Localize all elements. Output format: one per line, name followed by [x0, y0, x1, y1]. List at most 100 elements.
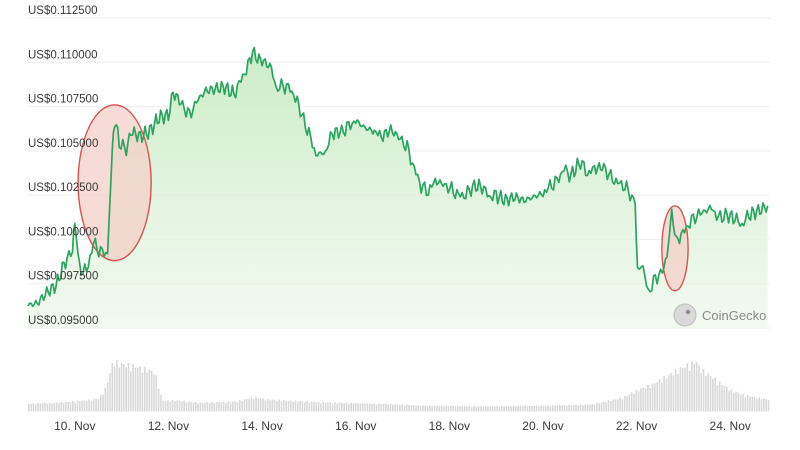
volume-bar	[570, 405, 573, 411]
volume-bar	[426, 406, 429, 411]
volume-bar	[320, 403, 322, 411]
volume-bar	[436, 405, 438, 411]
volume-bar	[106, 382, 109, 411]
volume-bar	[447, 406, 450, 411]
y-tick-label: US$0.102500	[28, 182, 98, 194]
volume-bar	[531, 405, 533, 411]
volume-bar	[285, 400, 287, 411]
volume-bar	[329, 402, 332, 411]
volume-bar	[633, 393, 635, 411]
volume-bar	[255, 397, 257, 411]
volume-bar	[672, 375, 675, 411]
volume-bar	[491, 406, 494, 411]
volume-bar	[30, 404, 32, 411]
volume-bar	[299, 401, 301, 411]
volume-bar	[626, 395, 628, 411]
volume-bar	[517, 405, 519, 411]
volume-bar	[489, 406, 492, 411]
volume-bar	[637, 391, 640, 411]
y-tick-label: US$0.097500	[28, 271, 98, 283]
x-tick-label: 14. Nov	[241, 419, 282, 433]
volume-bar	[269, 400, 271, 411]
volume-bar	[306, 400, 308, 411]
volume-bar	[239, 399, 241, 411]
volume-bar	[294, 400, 297, 411]
volume-bar	[477, 406, 480, 411]
volume-bar	[371, 403, 373, 411]
volume-bar	[756, 398, 758, 411]
volume-bar	[753, 396, 756, 411]
volume-bar	[375, 404, 378, 411]
volume-bar	[684, 367, 686, 411]
volume-bar	[178, 400, 181, 411]
volume-bar	[651, 383, 654, 411]
volume-bar	[308, 402, 311, 411]
volume-bar	[215, 401, 218, 411]
volume-bar	[686, 363, 689, 411]
volume-bar	[37, 403, 39, 411]
volume-bar	[74, 402, 76, 411]
y-tick-label: US$0.095000	[28, 315, 98, 327]
volume-bar	[354, 403, 357, 411]
volume-bar	[150, 370, 153, 411]
volume-bar	[705, 376, 707, 411]
volume-bar	[102, 394, 104, 411]
volume-bar	[760, 399, 763, 411]
volume-bar	[394, 404, 396, 411]
volume-bar	[229, 402, 232, 411]
volume-bar	[519, 405, 522, 411]
x-tick-label: 18. Nov	[429, 419, 470, 433]
volume-bar	[484, 406, 487, 411]
volume-bar	[728, 390, 730, 411]
volume-bar	[630, 392, 633, 411]
volume-bar	[201, 402, 204, 411]
volume-bar	[422, 405, 424, 411]
volume-bar	[185, 402, 188, 411]
volume-bar	[227, 401, 230, 411]
volume-bar	[324, 402, 327, 411]
volume-bar	[700, 373, 703, 411]
volume-bar	[127, 363, 130, 411]
volume-bar	[220, 402, 223, 411]
volume-bar	[417, 405, 420, 411]
y-tick-label: US$0.112500	[28, 5, 97, 17]
volume-bar	[744, 397, 747, 411]
volume-bar	[85, 401, 88, 411]
volume-bar	[310, 401, 313, 411]
volume-bar	[134, 367, 137, 411]
volume-bar	[577, 405, 580, 411]
volume-bar	[155, 375, 158, 411]
price-line-layer	[27, 46, 769, 308]
volume-bar	[514, 406, 517, 411]
volume-bar	[331, 403, 334, 411]
volume-bar	[510, 406, 512, 411]
volume-bar	[271, 399, 274, 411]
volume-bar	[739, 394, 742, 411]
volume-bar	[213, 402, 216, 411]
volume-bar	[452, 405, 454, 411]
price-area	[28, 47, 768, 328]
volume-bar	[584, 404, 587, 411]
volume-bar	[751, 396, 754, 411]
volume-bar	[410, 405, 413, 411]
volume-bar	[545, 405, 547, 411]
volume-bar	[192, 402, 195, 411]
volume-bar	[401, 404, 403, 411]
volume-bar	[749, 396, 751, 411]
volume-bar	[51, 403, 53, 411]
volume-bar	[524, 405, 526, 411]
volume-bar	[245, 398, 248, 411]
volume-bar	[39, 403, 42, 411]
volume-bar	[187, 401, 190, 411]
volume-bar	[547, 405, 549, 411]
volume-bar	[65, 401, 67, 411]
volume-bar	[561, 405, 563, 411]
volume-bar	[264, 400, 267, 411]
volume-bar	[649, 388, 652, 411]
volume-bar	[445, 405, 447, 411]
volume-bar	[76, 400, 79, 411]
coingecko-logo-eye	[685, 309, 691, 315]
volume-bar	[552, 405, 554, 411]
volume-bar	[501, 405, 503, 411]
